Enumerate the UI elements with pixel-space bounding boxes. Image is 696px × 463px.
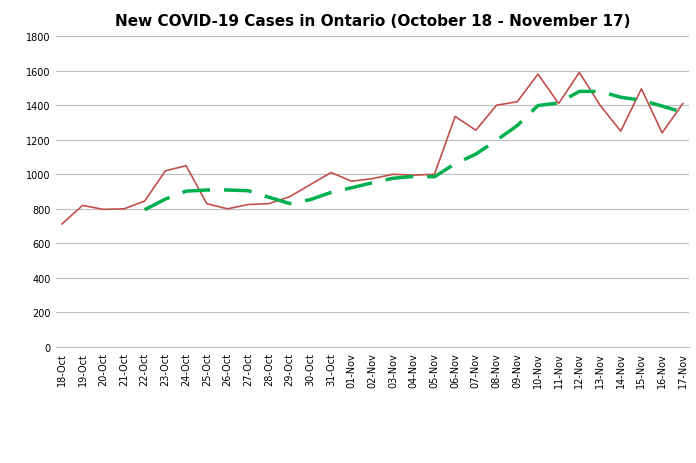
Title: New COVID-19 Cases in Ontario (October 18 - November 17): New COVID-19 Cases in Ontario (October 1…: [115, 14, 630, 29]
